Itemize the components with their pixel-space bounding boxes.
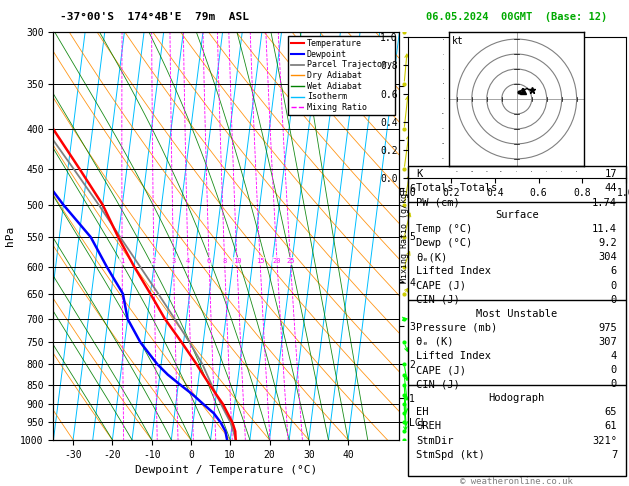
- Text: 3: 3: [172, 258, 175, 264]
- Text: 6: 6: [611, 266, 617, 277]
- Text: 17: 17: [604, 170, 617, 179]
- Text: 0: 0: [611, 365, 617, 375]
- Text: CAPE (J): CAPE (J): [416, 365, 466, 375]
- Text: 9.2: 9.2: [598, 238, 617, 248]
- Text: Most Unstable: Most Unstable: [476, 309, 557, 319]
- Text: 8: 8: [223, 258, 226, 264]
- Text: 15: 15: [256, 258, 264, 264]
- Text: Lifted Index: Lifted Index: [416, 266, 491, 277]
- Text: CIN (J): CIN (J): [416, 295, 460, 305]
- Text: kt: kt: [452, 35, 464, 46]
- X-axis label: Dewpoint / Temperature (°C): Dewpoint / Temperature (°C): [135, 465, 318, 475]
- Text: 10: 10: [233, 258, 241, 264]
- Text: 4: 4: [186, 258, 190, 264]
- Text: CAPE (J): CAPE (J): [416, 280, 466, 291]
- Text: Mixing Ratio (g/kg): Mixing Ratio (g/kg): [400, 188, 409, 283]
- Text: PW (cm): PW (cm): [416, 198, 460, 208]
- Text: StmSpd (kt): StmSpd (kt): [416, 450, 485, 460]
- Text: SREH: SREH: [416, 421, 442, 432]
- Text: 1.74: 1.74: [592, 198, 617, 208]
- Text: θₑ (K): θₑ (K): [416, 337, 454, 347]
- Text: Lifted Index: Lifted Index: [416, 351, 491, 361]
- Text: © weatheronline.co.uk: © weatheronline.co.uk: [460, 477, 573, 486]
- Text: 0: 0: [611, 295, 617, 305]
- Text: 1: 1: [120, 258, 125, 264]
- Text: Surface: Surface: [495, 210, 538, 220]
- Text: Dewp (°C): Dewp (°C): [416, 238, 472, 248]
- Text: 975: 975: [598, 323, 617, 333]
- Text: 0: 0: [611, 280, 617, 291]
- Text: 4: 4: [611, 351, 617, 361]
- Text: 7: 7: [611, 450, 617, 460]
- Legend: Temperature, Dewpoint, Parcel Trajectory, Dry Adiabat, Wet Adiabat, Isotherm, Mi: Temperature, Dewpoint, Parcel Trajectory…: [287, 36, 395, 115]
- Text: 25: 25: [286, 258, 295, 264]
- Text: EH: EH: [416, 407, 429, 417]
- Text: -37°00'S  174°4B'E  79m  ASL: -37°00'S 174°4B'E 79m ASL: [60, 12, 248, 22]
- Text: 61: 61: [604, 421, 617, 432]
- Text: 44: 44: [604, 184, 617, 193]
- Text: 6: 6: [207, 258, 211, 264]
- Y-axis label: hPa: hPa: [4, 226, 14, 246]
- Text: 0: 0: [611, 379, 617, 389]
- Text: K: K: [416, 170, 423, 179]
- Text: Totals Totals: Totals Totals: [416, 184, 498, 193]
- Text: 06.05.2024  00GMT  (Base: 12): 06.05.2024 00GMT (Base: 12): [426, 12, 608, 22]
- Text: 321°: 321°: [592, 435, 617, 446]
- Text: StmDir: StmDir: [416, 435, 454, 446]
- Text: Pressure (mb): Pressure (mb): [416, 323, 498, 333]
- Text: 307: 307: [598, 337, 617, 347]
- Text: 65: 65: [604, 407, 617, 417]
- Text: Temp (°C): Temp (°C): [416, 224, 472, 234]
- Text: 11.4: 11.4: [592, 224, 617, 234]
- Text: 2: 2: [152, 258, 156, 264]
- Text: CIN (J): CIN (J): [416, 379, 460, 389]
- Text: Hodograph: Hodograph: [489, 393, 545, 403]
- Text: 304: 304: [598, 252, 617, 262]
- Text: θₑ(K): θₑ(K): [416, 252, 448, 262]
- Text: 20: 20: [273, 258, 281, 264]
